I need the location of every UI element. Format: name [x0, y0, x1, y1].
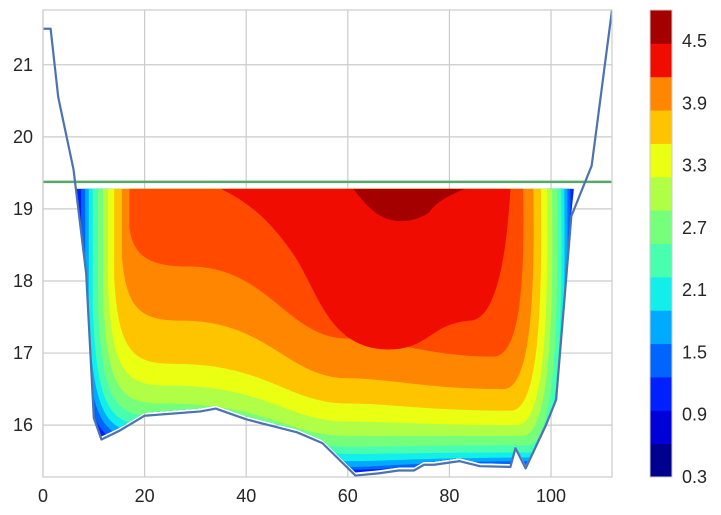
x-tick-label: 20 [135, 486, 155, 506]
colorbar-band [650, 76, 672, 111]
colorbar-band [650, 310, 672, 345]
x-tick-label: 60 [338, 486, 358, 506]
x-tick-label: 40 [236, 486, 256, 506]
colorbar-band [650, 343, 672, 378]
colorbar-band [650, 10, 672, 44]
bed-profile-line [43, 10, 612, 477]
colorbar-band [650, 376, 672, 411]
colorbar-band [650, 176, 672, 211]
colorbar-tick-label: 2.1 [682, 280, 707, 300]
colorbar-tick-label: 1.5 [682, 342, 707, 362]
y-tick-label: 16 [13, 415, 33, 435]
colorbar-tick-label: 3.9 [682, 93, 707, 113]
colorbar-ticks: 0.3 0.9 1.5 2.1 2.7 3.3 3.9 4.5 [682, 31, 707, 487]
y-tick-label: 19 [13, 199, 33, 219]
colorbar-tick-label: 3.3 [682, 156, 707, 176]
colorbar-band [650, 410, 672, 445]
colorbar-tick-label: 4.5 [682, 31, 707, 51]
colorbar-band [650, 143, 672, 178]
colorbar-band [650, 43, 672, 78]
colorbar-band [650, 276, 672, 311]
x-tick-label: 100 [536, 486, 566, 506]
x-tick-label: 80 [439, 486, 459, 506]
colorbar-band [650, 110, 672, 144]
x-axis-ticks: 0 20 40 60 80 100 [38, 486, 566, 506]
y-tick-label: 20 [13, 127, 33, 147]
y-tick-label: 21 [13, 55, 33, 75]
plot-frame [42, 9, 613, 478]
x-tick-label: 0 [38, 486, 48, 506]
colorbar [649, 9, 673, 478]
colorbar-tick-label: 2.7 [682, 218, 707, 238]
velocity-contours [76, 188, 574, 473]
y-tick-label: 17 [13, 343, 33, 363]
y-axis-ticks: 16 17 18 19 20 21 [13, 55, 33, 435]
colorbar-band [650, 243, 672, 278]
colorbar-tick-label: 0.3 [682, 467, 707, 487]
colorbar-band [650, 443, 672, 478]
y-tick-label: 18 [13, 271, 33, 291]
colorbar-band [650, 210, 672, 244]
colorbar-tick-label: 0.9 [682, 405, 707, 425]
